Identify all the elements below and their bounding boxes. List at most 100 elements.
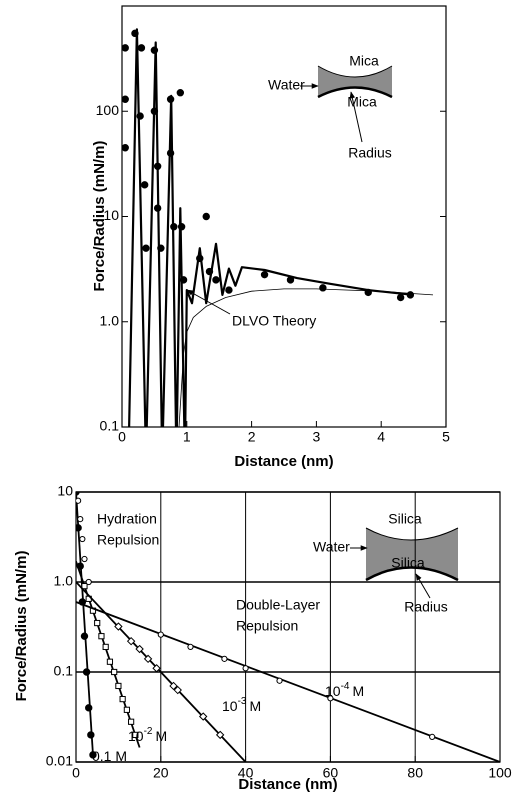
inset-diagram xyxy=(186,65,393,315)
series-label: 10-4 M xyxy=(325,681,364,699)
x-tick-label: 20 xyxy=(153,765,169,781)
data-line xyxy=(178,288,434,427)
data-point xyxy=(98,633,105,640)
data-point xyxy=(81,555,88,563)
series-label: 10-3 M xyxy=(222,696,261,714)
data-point xyxy=(225,286,233,294)
x-tick-label: 2 xyxy=(248,429,256,445)
data-point xyxy=(153,162,162,170)
inset-label: Mica xyxy=(349,53,379,69)
plot-frame xyxy=(121,5,447,428)
data-point xyxy=(77,515,84,523)
data-point xyxy=(150,107,159,115)
data-point xyxy=(85,704,93,712)
data-point xyxy=(215,730,225,740)
data-point xyxy=(89,751,97,759)
x-tick-label: 80 xyxy=(407,765,423,781)
data-line xyxy=(128,28,414,427)
series-label-part: 10 xyxy=(325,683,341,699)
data-point xyxy=(153,204,162,212)
data-point xyxy=(81,583,88,590)
data-point xyxy=(196,254,204,263)
series-label: 0.1 M xyxy=(92,748,127,764)
x-tick-label: 0 xyxy=(72,765,80,781)
data-point xyxy=(166,95,175,103)
data-point xyxy=(260,270,269,279)
x-axis-label: Distance (nm) xyxy=(238,776,337,792)
series-label-part: 10 xyxy=(222,698,238,714)
data-point xyxy=(173,685,182,695)
data-point xyxy=(152,664,161,673)
data-point xyxy=(106,658,114,665)
data-point xyxy=(187,643,194,651)
series-label-part: -3 xyxy=(238,696,247,707)
x-tick-label: 100 xyxy=(488,765,512,781)
inset-diagram xyxy=(350,527,459,599)
x-tick-label: 0 xyxy=(118,429,126,445)
y-axis-label: Force/Radius (mN/m) xyxy=(13,551,30,702)
data-point xyxy=(202,212,210,221)
data-point xyxy=(111,668,118,676)
series-label-part: -2 xyxy=(144,726,153,737)
y-axis-label: Force/Radius (mN/m) xyxy=(91,141,108,292)
data-point xyxy=(396,293,405,302)
data-point xyxy=(135,644,144,654)
data-point xyxy=(170,222,178,231)
data-point xyxy=(169,681,178,691)
data-point xyxy=(198,712,208,721)
data-point xyxy=(137,44,146,52)
data-point xyxy=(276,677,283,684)
series-label-part: M xyxy=(249,698,261,714)
data-point xyxy=(76,497,82,504)
data-point xyxy=(242,665,249,672)
series-label-part: 0.1 M xyxy=(92,748,127,764)
data-point xyxy=(119,695,126,703)
inset-label: Silica xyxy=(391,555,425,571)
data-point xyxy=(122,44,129,52)
plot-area xyxy=(76,492,500,762)
data-point xyxy=(286,276,295,284)
data-point xyxy=(177,222,186,231)
data-point xyxy=(429,733,436,741)
data-point xyxy=(166,149,175,157)
data-point xyxy=(406,291,415,299)
data-point xyxy=(150,46,159,54)
data-point xyxy=(140,181,149,189)
data-point xyxy=(85,578,92,586)
annotation: Double-Layer xyxy=(236,597,320,613)
data-point xyxy=(179,276,188,284)
x-tick-label: 3 xyxy=(313,429,321,445)
fit-line xyxy=(76,601,500,762)
data-point xyxy=(122,95,129,103)
data-point xyxy=(132,731,139,739)
y-tick-label: 0.1 xyxy=(54,663,74,679)
annotation: Hydration xyxy=(97,511,157,527)
data-point xyxy=(212,276,220,284)
series-label-part: -4 xyxy=(341,681,350,692)
data-point xyxy=(221,655,228,662)
data-point xyxy=(157,244,165,252)
data-point xyxy=(327,695,334,702)
data-point xyxy=(76,524,82,532)
inset-label: Radius xyxy=(348,145,392,161)
data-point xyxy=(136,112,144,120)
y-tick-label: 1.0 xyxy=(54,573,74,589)
data-point xyxy=(123,706,130,713)
data-point xyxy=(115,682,122,690)
x-tick-label: 5 xyxy=(442,429,450,445)
inset-label: Silica xyxy=(388,511,422,527)
data-point xyxy=(205,267,214,276)
data-point xyxy=(176,89,185,97)
series-label-part: 10 xyxy=(128,728,144,744)
data-point xyxy=(82,668,91,676)
data-point xyxy=(79,535,86,543)
data-point xyxy=(80,632,89,640)
data-point xyxy=(128,718,135,725)
annotation: DLVO Theory xyxy=(232,313,316,329)
inset-label: Water xyxy=(268,77,305,93)
x-tick-label: 60 xyxy=(323,765,339,781)
data-point xyxy=(143,654,153,664)
y-tick-label: 0.1 xyxy=(100,418,120,434)
series-label: 10-2 M xyxy=(128,726,167,744)
inset-label: Mica xyxy=(347,94,377,110)
